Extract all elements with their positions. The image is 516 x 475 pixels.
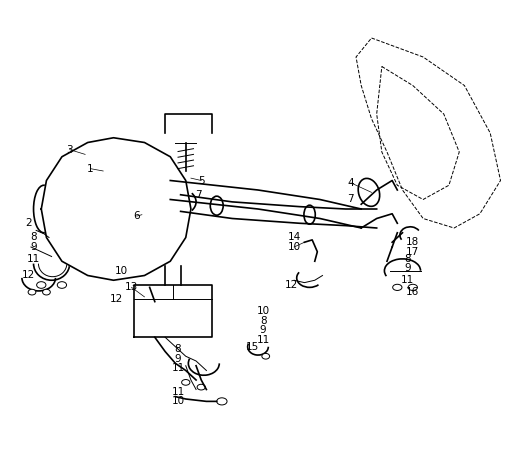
Text: 8: 8 (175, 344, 181, 354)
Text: 12: 12 (22, 270, 35, 281)
Text: 11: 11 (171, 363, 185, 373)
Ellipse shape (408, 284, 417, 291)
Ellipse shape (262, 353, 269, 359)
Text: 9: 9 (260, 325, 266, 335)
Ellipse shape (28, 289, 36, 295)
Ellipse shape (211, 196, 223, 215)
Text: 13: 13 (125, 282, 138, 293)
Text: 9: 9 (30, 242, 37, 252)
Text: 15: 15 (246, 342, 260, 352)
Text: 9: 9 (175, 353, 181, 364)
Ellipse shape (141, 295, 153, 304)
Text: 10: 10 (171, 396, 185, 407)
Ellipse shape (217, 398, 227, 405)
Ellipse shape (358, 179, 380, 206)
Text: 16: 16 (406, 287, 420, 297)
Ellipse shape (57, 282, 67, 288)
Text: 11: 11 (171, 387, 185, 397)
Text: 17: 17 (406, 247, 420, 257)
Text: 11: 11 (401, 275, 414, 285)
Polygon shape (134, 285, 212, 337)
Ellipse shape (393, 284, 402, 291)
Text: 8: 8 (405, 254, 411, 264)
Text: 10: 10 (287, 242, 301, 252)
Ellipse shape (182, 380, 190, 385)
Text: 8: 8 (30, 232, 37, 243)
Text: 18: 18 (406, 237, 420, 247)
Ellipse shape (34, 185, 54, 233)
Text: 12: 12 (285, 280, 298, 290)
Polygon shape (41, 138, 191, 280)
Text: 7: 7 (196, 190, 202, 200)
Text: 11: 11 (256, 334, 270, 345)
Text: 5: 5 (198, 175, 204, 186)
Text: 6: 6 (134, 211, 140, 221)
Text: 11: 11 (27, 254, 40, 264)
Ellipse shape (304, 205, 315, 224)
Ellipse shape (42, 289, 51, 295)
Text: 9: 9 (405, 263, 411, 274)
Text: 10: 10 (256, 306, 270, 316)
Text: 12: 12 (109, 294, 123, 304)
Ellipse shape (197, 384, 205, 390)
Text: 7: 7 (348, 194, 354, 205)
Text: 14: 14 (287, 232, 301, 243)
Ellipse shape (37, 282, 46, 288)
Text: 4: 4 (348, 178, 354, 188)
Ellipse shape (132, 208, 152, 222)
Text: 1: 1 (87, 163, 93, 174)
Text: 8: 8 (260, 315, 266, 326)
Text: 3: 3 (67, 144, 73, 155)
Text: 10: 10 (115, 266, 128, 276)
Text: 2: 2 (25, 218, 31, 228)
